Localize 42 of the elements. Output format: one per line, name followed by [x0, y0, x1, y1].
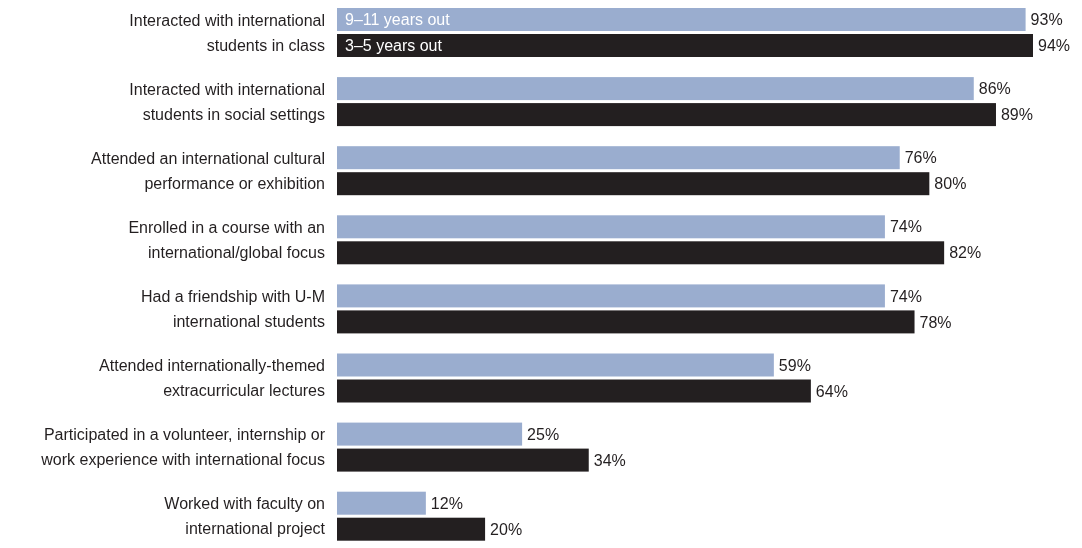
bar — [337, 77, 974, 101]
bar — [337, 517, 486, 541]
y-tick-label: Had a friendship with U-M international students — [140, 288, 325, 330]
data-label: 82% — [949, 244, 982, 262]
bar — [337, 422, 523, 446]
data-label: 12% — [430, 494, 463, 512]
data-label: 94% — [1038, 37, 1071, 55]
data-label: 64% — [815, 382, 848, 400]
bar — [337, 491, 426, 515]
data-label: 86% — [978, 80, 1011, 98]
y-tick-label: Enrolled in a course with an international/global focus — [128, 218, 325, 261]
data-label: 76% — [904, 149, 937, 167]
data-label: 74% — [889, 287, 922, 305]
data-label: 93% — [1030, 11, 1063, 29]
bar — [337, 448, 589, 472]
data-label: 89% — [1000, 106, 1034, 124]
bar — [337, 379, 811, 403]
y-tick-label: Attended internationally-themed extracurricular lectures — [99, 357, 325, 400]
series-label: 3–5 years out — [345, 37, 443, 55]
y-tick-label: Interacted with international students in social settings — [129, 80, 325, 123]
data-label: 74% — [889, 218, 922, 236]
series-label: 9–11 years out — [345, 11, 451, 29]
bar — [337, 103, 996, 127]
bar — [337, 34, 1033, 57]
y-tick-label: Interacted with international students in class — [129, 11, 325, 54]
bar — [337, 310, 915, 334]
bar — [337, 215, 885, 239]
bar — [337, 8, 1026, 31]
bar — [337, 241, 945, 265]
bar — [337, 284, 885, 308]
data-label: 25% — [527, 425, 560, 443]
data-label: 80% — [934, 175, 967, 193]
y-tick-label: Attended an international cultural performance or exhibition — [91, 149, 325, 192]
bar — [337, 353, 774, 377]
data-label: 59% — [778, 356, 811, 374]
data-label: 34% — [593, 451, 626, 469]
bar — [337, 172, 930, 196]
y-tick-label: Participated in a volunteer, internship or work experience with international focus — [40, 426, 326, 469]
data-label: 20% — [490, 520, 523, 538]
bar — [337, 146, 900, 170]
data-label: 78% — [919, 313, 952, 331]
y-tick-label: Worked with faculty on international project — [164, 495, 326, 538]
